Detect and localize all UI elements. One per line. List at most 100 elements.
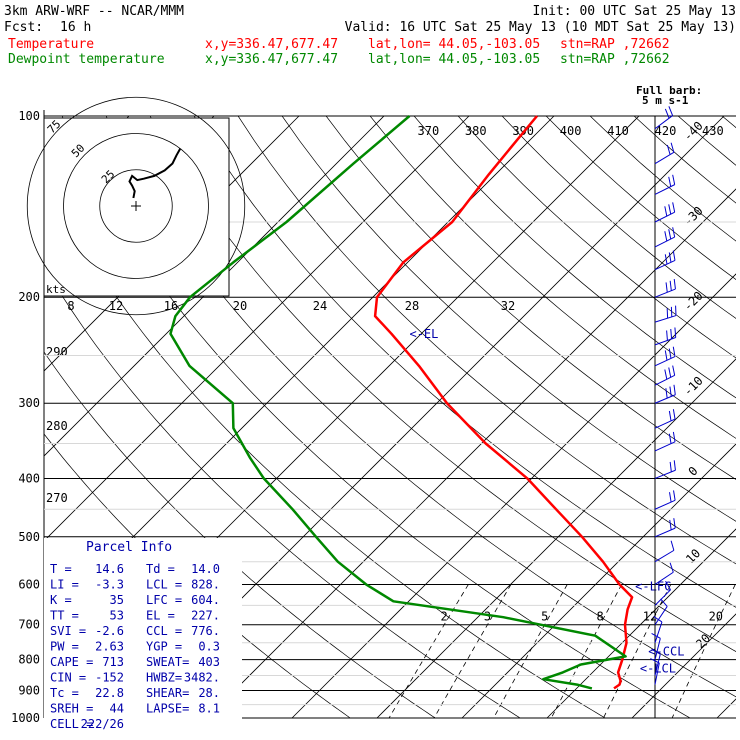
theta-e-label: 370 [418, 124, 440, 138]
parcel-info-value: 14.0 [191, 562, 220, 576]
barb-feather [664, 108, 670, 119]
barb-legend-units: 5 m s-1 [642, 94, 689, 107]
barb-feather [666, 144, 671, 155]
parcel-info-value: 53 [110, 609, 124, 623]
mixing-ratio-line [388, 584, 469, 718]
parcel-info-value: 604. [191, 593, 220, 607]
barb-staff [654, 260, 676, 271]
barb-staff [654, 638, 661, 660]
parcel-info-value: 8.1 [198, 702, 220, 716]
wind-barb [653, 615, 663, 643]
wind-barb [654, 431, 676, 452]
isotherm-label: -80 [369, 89, 394, 114]
parcel-info-key: LAPSE= [146, 702, 189, 716]
parcel-info-key: K = [50, 593, 72, 607]
barb-feather [668, 176, 672, 187]
mixing-ratio-label: 20 [709, 610, 723, 624]
mixing-ratio-label: 5 [541, 610, 548, 624]
barb-feather [666, 330, 668, 341]
parcel-info-title: Parcel Info [86, 540, 172, 555]
barb-staff [654, 418, 676, 429]
barb-feather [672, 365, 676, 376]
barb-feather [668, 433, 672, 444]
barb-feather [669, 562, 674, 573]
parcel-info-value: -152 [95, 671, 124, 685]
parcel-info-value: 22.8 [95, 686, 124, 700]
forecast-hour: 16 h [60, 20, 91, 35]
barb-staff [654, 288, 676, 298]
theta-e-label: 430 [702, 124, 724, 138]
barb-feather [665, 580, 671, 591]
barb-staff [654, 315, 677, 323]
wind-barb [654, 598, 668, 626]
hodograph-units: kts [46, 283, 66, 296]
parcel-info-key: YGP = [146, 640, 182, 654]
barb-feather [664, 231, 668, 242]
pressure-label: 600 [18, 577, 40, 591]
barb-feather [650, 658, 660, 664]
barb-feather [664, 254, 668, 265]
barb-feather [660, 598, 668, 607]
parcel-info-value: -3.3 [95, 578, 124, 592]
theta-e-label: 400 [560, 124, 582, 138]
barb-feather [673, 518, 676, 529]
temperature-xy: x,y=336.47,677.47 [205, 37, 338, 52]
mixing-ratio-label: 3 [484, 610, 491, 624]
temperature-legend: Temperature [8, 37, 94, 52]
parcel-info-value: 403 [198, 655, 220, 669]
wind-barb [654, 279, 676, 298]
theta-e-label: 280 [46, 419, 68, 433]
isotherm-label: -60 [539, 89, 564, 114]
parcel-info-key: CAPE = [50, 655, 93, 669]
hodograph-ring [99, 169, 173, 243]
parcel-info-value: 14.6 [95, 562, 124, 576]
isotherm-line [44, 116, 470, 542]
isotherm-label: -20 [681, 289, 706, 314]
barb-feather [664, 369, 668, 380]
barb-staff [654, 184, 675, 195]
mixing-ratio-line [433, 584, 512, 718]
parcel-info-value: 227. [191, 609, 220, 623]
barb-feather [670, 328, 673, 340]
parcel-info-key: CELL = [50, 717, 93, 731]
barb-feather [665, 388, 668, 399]
parcel-info-key: HWBZ= [146, 671, 182, 685]
barb-feather [664, 206, 668, 217]
barb-feather [673, 384, 676, 395]
wind-barb [654, 202, 676, 223]
parcel-info-key: SREH = [50, 702, 93, 716]
wind-barb [654, 460, 676, 479]
barb-feather [669, 280, 672, 291]
temperature-profile [373, 115, 634, 690]
parcel-info-key: CIN = [50, 671, 86, 685]
valid-time: Valid: 16 UTC Sat 25 May 13 (10 MDT Sat … [345, 20, 736, 35]
hodograph-speed-label: 16 [164, 299, 178, 313]
isotherm-line [206, 188, 736, 718]
barb-feather [668, 204, 672, 215]
barb-staff [654, 337, 676, 346]
pressure-label: 200 [18, 290, 40, 304]
isotherm-line [291, 273, 736, 718]
isotherm-label: 10 [683, 546, 703, 566]
barb-staff [654, 356, 676, 367]
wind-barb [651, 633, 661, 660]
parcel-info-value: 713 [102, 655, 124, 669]
parcel-info-key: Td = [146, 562, 175, 576]
parcel-info-value: 776. [191, 624, 220, 638]
wind-barb [654, 384, 676, 404]
parcel-info-key: SWEAT= [146, 655, 189, 669]
pressure-label: 400 [18, 471, 40, 485]
dewpoint-legend: Dewpoint temperature [8, 52, 165, 67]
barb-staff [654, 662, 660, 685]
wind-barb [654, 250, 676, 271]
init-time: Init: 00 UTC Sat 25 May 13 [533, 4, 737, 19]
barb-feather [669, 519, 672, 530]
forecast-label: Fcst: [4, 20, 43, 35]
hodograph-speed-label: 24 [313, 299, 327, 313]
barb-feather [664, 350, 668, 361]
mixing-ratio-label: 12 [643, 610, 657, 624]
theta-e-label: 380 [465, 124, 487, 138]
barb-staff [654, 441, 676, 452]
isotherm-label: 20 [693, 631, 713, 651]
